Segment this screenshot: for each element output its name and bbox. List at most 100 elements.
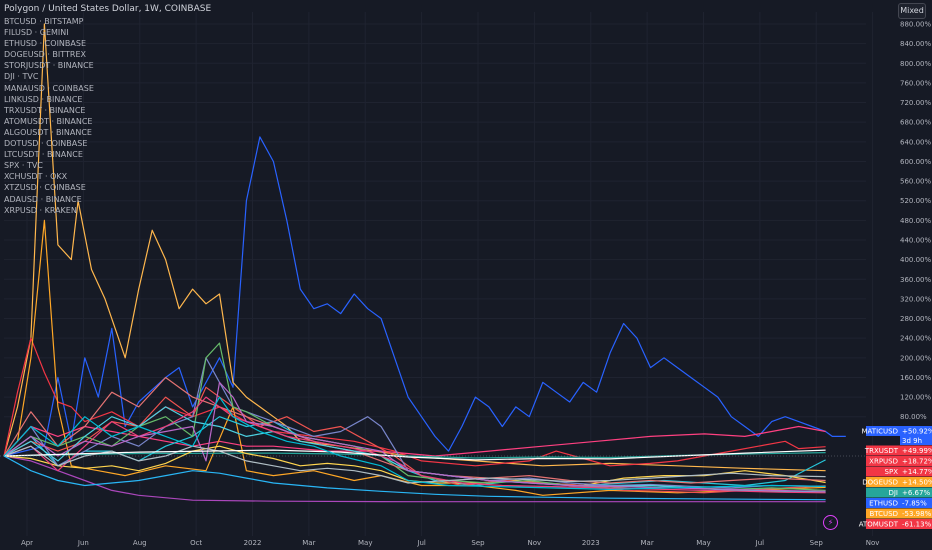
y-tick-label: 360.00% bbox=[900, 276, 931, 284]
legend-item[interactable]: STORJUSDT · BINANCE bbox=[4, 61, 94, 71]
legend-item[interactable]: MANAUSD · COINBASE bbox=[4, 83, 94, 93]
legend-item[interactable]: ETHUSD · COINBASE bbox=[4, 39, 86, 49]
price-tag-value: +6.67% bbox=[902, 489, 930, 497]
lightning-icon[interactable]: ⚡ bbox=[823, 515, 838, 530]
price-tag-symbol-bg bbox=[866, 477, 900, 488]
price-tag-value-bg bbox=[900, 445, 932, 456]
price-tag-value: -53.98% bbox=[902, 510, 932, 518]
y-tick-label: 480.00% bbox=[900, 217, 931, 225]
y-tick-label: 560.00% bbox=[900, 178, 931, 186]
y-tick-label: 440.00% bbox=[900, 237, 931, 245]
legend-item[interactable]: DOGEUSD · BITTREX bbox=[4, 50, 87, 60]
price-tag-value-bg bbox=[900, 456, 932, 467]
legend-item[interactable]: LINKUSD · BINANCE bbox=[4, 94, 83, 104]
x-tick-label: 2022 bbox=[244, 539, 262, 547]
series-line-xchusdt bbox=[3, 455, 826, 501]
price-tag-symbol: DJI bbox=[888, 489, 898, 497]
price-tag-value-bg bbox=[900, 426, 932, 437]
x-tick-label: Mar bbox=[302, 539, 315, 547]
x-tick-label: Sep bbox=[810, 539, 824, 547]
x-tick-label: Aug bbox=[133, 539, 147, 547]
series-line-dotusd bbox=[3, 396, 826, 494]
y-tick-label: 240.00% bbox=[900, 335, 931, 343]
price-tag-value: +18.72% bbox=[902, 458, 932, 466]
legend-item[interactable]: DOTUSD · COINBASE bbox=[4, 139, 88, 149]
y-axis[interactable]: 880.00% 840.00% 800.00% 760.00% 720.00% 680.0… bbox=[900, 21, 931, 422]
series-line-filusd bbox=[3, 23, 826, 472]
legend-item[interactable]: XTZUSD · COINBASE bbox=[4, 183, 86, 193]
legend-item[interactable]: ADAUSD · BINANCE bbox=[4, 194, 82, 204]
price-tag-countdown-bg bbox=[900, 436, 932, 446]
y-tick-label: 880.00% bbox=[900, 21, 931, 29]
price-tag-value: -61.13% bbox=[902, 521, 932, 529]
price-tag-symbol: MATICUSD bbox=[862, 428, 898, 436]
y-tick-label: 720.00% bbox=[900, 99, 931, 107]
price-tag-value-bg bbox=[900, 498, 932, 509]
series-line-dogeusd bbox=[3, 219, 826, 496]
x-tick-label: Jun bbox=[77, 539, 89, 547]
y-tick-label: 320.00% bbox=[900, 295, 931, 303]
y-tick-label: 840.00% bbox=[900, 40, 931, 48]
price-tag-value-bg bbox=[900, 487, 932, 498]
y-tick-label: 520.00% bbox=[900, 197, 931, 205]
series-line-btcusd bbox=[3, 445, 826, 487]
price-tag-symbol: DOGEUSD bbox=[862, 479, 898, 487]
price-tag-symbol-bg bbox=[866, 508, 900, 519]
y-tick-label: 200.00% bbox=[900, 354, 931, 362]
price-tag-countdown: 3d 9h bbox=[902, 437, 922, 445]
price-tag-dji: DJI +6.67% bbox=[866, 487, 932, 498]
symbol-legend: BTCUSD · BITSTAMP FILUSD · GEMINI ETHUSD… bbox=[4, 16, 94, 216]
y-tick-label: 680.00% bbox=[900, 119, 931, 127]
price-tag-symbol: XRPUSD bbox=[869, 458, 898, 466]
price-tag-symbol-bg bbox=[866, 445, 900, 456]
price-tag-value-bg bbox=[900, 519, 932, 530]
price-tag-symbol-bg bbox=[866, 498, 900, 509]
legend-item[interactable]: LTCUSDT · BINANCE bbox=[4, 150, 83, 160]
grid-lines bbox=[4, 12, 874, 536]
price-tag-value-bg bbox=[900, 466, 932, 477]
price-tag-ethusd: ETHUSD -7.85% bbox=[866, 498, 932, 509]
price-tag-symbol-bg bbox=[866, 487, 900, 498]
scale-mode-button[interactable]: Mixed bbox=[898, 3, 926, 19]
legend-item[interactable]: XRPUSD · KRAKEN bbox=[4, 205, 77, 215]
price-tag-symbol-bg bbox=[866, 426, 900, 437]
price-tag-value-bg bbox=[900, 477, 932, 488]
y-tick-label: 800.00% bbox=[900, 60, 931, 68]
legend-item[interactable]: DJI · TVC bbox=[4, 72, 39, 82]
x-axis[interactable]: Apr Jun Aug Oct 2022 Mar May Jul Sep Nov 2023 Mar Ma… bbox=[21, 539, 880, 547]
chart-title: Polygon / United States Dollar, 1W, COIN… bbox=[4, 4, 212, 14]
legend-item[interactable]: ATOMUSDT · BINANCE bbox=[4, 116, 93, 126]
price-tag-symbol: BTCUSD bbox=[869, 510, 898, 518]
series-line-maticusd bbox=[3, 136, 846, 457]
price-tag-symbol-bg bbox=[866, 466, 900, 477]
price-tag-symbol-bg bbox=[866, 456, 900, 467]
price-tag-value: +49.99% bbox=[902, 447, 932, 455]
legend-item[interactable]: BTCUSD · BITSTAMP bbox=[4, 17, 84, 26]
legend-item[interactable]: ALGOUSDT · BINANCE bbox=[4, 127, 92, 137]
price-tag-symbol-bg bbox=[866, 519, 900, 530]
y-tick-label: 80.00% bbox=[900, 413, 927, 421]
series-line-atomusdt bbox=[3, 386, 826, 494]
x-tick-label: Nov bbox=[528, 539, 542, 547]
series-line-algousdt bbox=[3, 381, 826, 492]
legend-item[interactable]: FILUSD · GEMINI bbox=[4, 28, 69, 38]
series-lines bbox=[3, 23, 846, 503]
legend-item[interactable]: SPX · TVC bbox=[4, 161, 43, 171]
y-tick-label: 640.00% bbox=[900, 138, 931, 146]
series-line-xtzusd bbox=[3, 406, 826, 493]
x-tick-label: Mar bbox=[641, 539, 654, 547]
price-tag-value: +14.50% bbox=[902, 479, 932, 487]
x-tick-label: May bbox=[358, 539, 372, 547]
legend-item[interactable]: XCHUSDT · OKX bbox=[4, 172, 68, 182]
x-tick-label: May bbox=[696, 539, 710, 547]
legend-item[interactable]: TRXUSDT · BINANCE bbox=[4, 105, 86, 115]
price-tag-xrpusd: XRPUSD +18.72% bbox=[866, 456, 932, 467]
price-tag-value: +14.77% bbox=[902, 468, 932, 476]
y-tick-label: 280.00% bbox=[900, 315, 931, 323]
price-tag-trxusdt: TRXUSDT +49.99% bbox=[864, 445, 932, 456]
y-tick-label: 760.00% bbox=[900, 79, 931, 87]
price-tag-btcusd: BTCUSD -53.98% bbox=[866, 508, 932, 519]
series-line-spx bbox=[3, 449, 826, 461]
